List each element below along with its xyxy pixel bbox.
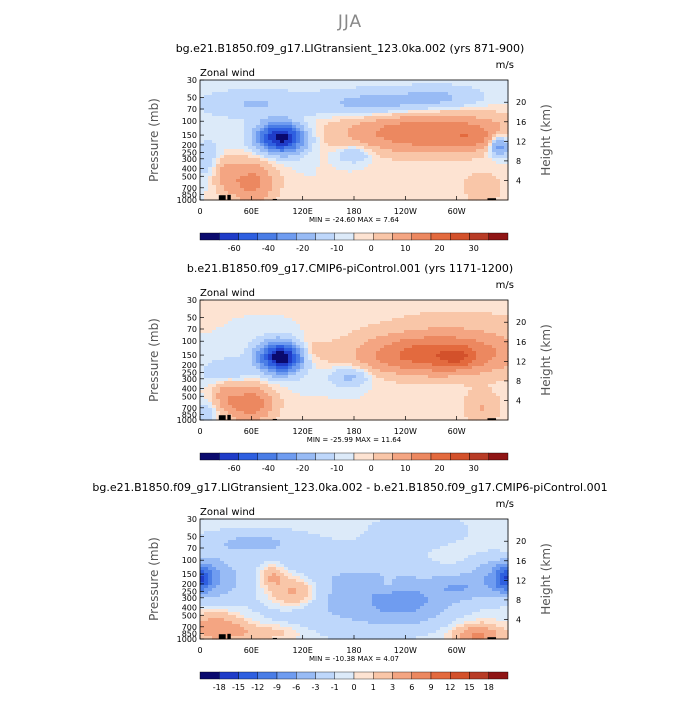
y-tick-label: 30 [187, 76, 197, 85]
x-tick-label: 60W [448, 207, 466, 216]
colorbar-label: 20 [434, 244, 444, 253]
colorbar-label: 0 [369, 244, 374, 253]
colorbar-swatch [354, 233, 373, 240]
y-tick-label: 150 [182, 131, 197, 140]
colorbar-swatch [277, 233, 296, 240]
colorbar-swatch [239, 233, 258, 240]
colorbar-swatch [489, 233, 508, 240]
colorbar-swatch [431, 233, 450, 240]
stats-label: MIN = -24.60 MAX = 7.64 [309, 216, 400, 224]
x-tick-label: 0 [197, 207, 202, 216]
x-tick-label: 120E [293, 207, 313, 216]
y-right-axis-title: Height (km) [539, 104, 553, 175]
colorbar-label: -40 [262, 244, 275, 253]
colorbar-swatch [200, 233, 219, 240]
colorbar-swatch [373, 233, 392, 240]
colorbar-swatch [470, 233, 489, 240]
contour-field [200, 300, 509, 421]
x-tick-label: 180 [346, 207, 361, 216]
units-label: m/s [496, 60, 514, 71]
topography [227, 195, 230, 200]
y-tick-label: 70 [187, 105, 197, 114]
colorbar-swatch [316, 233, 335, 240]
colorbar-label: -60 [228, 244, 241, 253]
y-tick-label: 50 [187, 93, 197, 102]
plot-2: Zonal windm/s305070100150200250300400500… [0, 262, 700, 482]
colorbar-swatch [412, 233, 431, 240]
topography [219, 195, 226, 200]
y-tick-label: 1000 [177, 196, 197, 205]
figure-title: JJA [0, 12, 700, 32]
colorbar-swatch [219, 233, 238, 240]
y-right-tick-label: 8 [516, 157, 521, 166]
colorbar-label: 10 [400, 244, 410, 253]
y-tick-label: 100 [182, 117, 197, 126]
colorbar-label: 30 [469, 244, 479, 253]
field-label: Zonal wind [200, 68, 255, 79]
x-tick-label: 120W [394, 207, 417, 216]
plot-1: Zonal windm/s305070100150200250300400500… [0, 42, 700, 262]
y-axis-title: Pressure (mb) [147, 98, 161, 182]
panel-1: bg.e21.B1850.f09_g17.LIGtransient_123.0k… [0, 42, 700, 262]
y-tick-label: 500 [182, 172, 197, 181]
y-right-tick-label: 4 [516, 176, 521, 185]
colorbar-swatch [450, 233, 469, 240]
contour-field [200, 80, 509, 201]
y-right-tick-label: 16 [516, 118, 526, 127]
colorbar-swatch [296, 233, 315, 240]
panel-2: b.e21.B1850.f09_g17.CMIP6-piControl.001 … [0, 262, 700, 482]
y-tick-label: 300 [182, 155, 197, 164]
y-right-tick-label: 20 [516, 98, 526, 107]
colorbar-swatch [335, 233, 354, 240]
colorbar-label: -20 [296, 244, 309, 253]
x-tick-label: 60E [244, 207, 259, 216]
y-right-tick-label: 12 [516, 137, 526, 146]
colorbar-swatch [393, 233, 412, 240]
colorbar-swatch [258, 233, 277, 240]
colorbar-label: -10 [330, 244, 343, 253]
colorbar [200, 233, 508, 240]
